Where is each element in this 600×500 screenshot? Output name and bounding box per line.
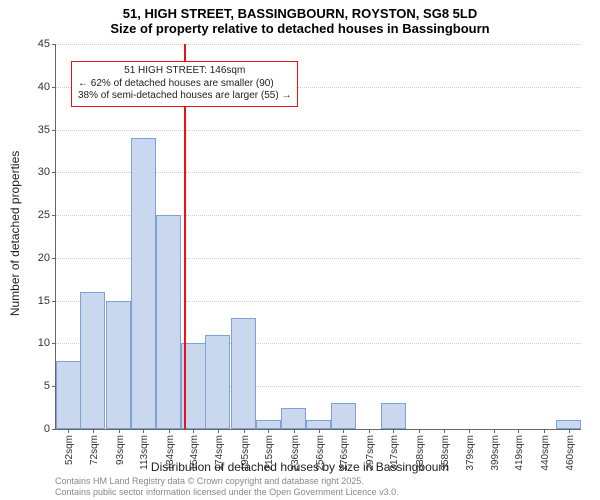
bar: [281, 408, 306, 429]
xtick-mark: [68, 429, 69, 433]
ytick-label: 0: [44, 423, 50, 435]
chart-title-sub: Size of property relative to detached ho…: [0, 21, 600, 36]
xtick-mark: [294, 429, 295, 433]
xtick-mark: [119, 429, 120, 433]
xtick-mark: [518, 429, 519, 433]
ytick-label: 15: [38, 295, 50, 307]
annotation-box: 51 HIGH STREET: 146sqm← 62% of detached …: [71, 61, 298, 107]
xtick-mark: [544, 429, 545, 433]
xtick-mark: [419, 429, 420, 433]
plot-area: 05101520253035404552sqm72sqm93sqm113sqm1…: [55, 44, 581, 430]
ytick-label: 5: [44, 380, 50, 392]
bar: [231, 318, 256, 429]
xtick-mark: [193, 429, 194, 433]
histogram-chart: 51, HIGH STREET, BASSINGBOURN, ROYSTON, …: [0, 0, 600, 500]
xtick-mark: [244, 429, 245, 433]
bar: [256, 420, 281, 429]
xtick-mark: [93, 429, 94, 433]
ytick-mark: [52, 215, 56, 216]
bar: [106, 301, 131, 429]
footer-line2: Contains public sector information licen…: [55, 487, 399, 498]
ytick-mark: [52, 87, 56, 88]
xtick-mark: [343, 429, 344, 433]
xtick-mark: [268, 429, 269, 433]
ytick-label: 30: [38, 166, 50, 178]
xtick-mark: [169, 429, 170, 433]
y-axis-title: Number of detached properties: [8, 151, 22, 316]
ytick-mark: [52, 44, 56, 45]
ytick-mark: [52, 258, 56, 259]
ytick-label: 40: [38, 81, 50, 93]
bar: [156, 215, 181, 429]
ytick-mark: [52, 343, 56, 344]
xtick-mark: [218, 429, 219, 433]
bar: [306, 420, 331, 429]
xtick-mark: [319, 429, 320, 433]
ytick-label: 20: [38, 252, 50, 264]
xtick-mark: [494, 429, 495, 433]
bar: [381, 403, 406, 429]
annotation-line3: 38% of semi-detached houses are larger (…: [78, 90, 291, 103]
bar: [80, 292, 105, 429]
bar: [331, 403, 356, 429]
x-axis-title: Distribution of detached houses by size …: [0, 460, 600, 474]
xtick-mark: [143, 429, 144, 433]
annotation-line2: ← 62% of detached houses are smaller (90…: [78, 78, 291, 91]
ytick-mark: [52, 429, 56, 430]
bar: [131, 138, 156, 429]
footer-line1: Contains HM Land Registry data © Crown c…: [55, 476, 399, 487]
ytick-label: 25: [38, 209, 50, 221]
bar: [556, 420, 581, 429]
gridline: [56, 130, 581, 131]
xtick-mark: [469, 429, 470, 433]
bar: [56, 361, 81, 429]
xtick-mark: [393, 429, 394, 433]
ytick-label: 10: [38, 337, 50, 349]
gridline: [56, 44, 581, 45]
bar: [205, 335, 230, 429]
xtick-mark: [369, 429, 370, 433]
chart-title-main: 51, HIGH STREET, BASSINGBOURN, ROYSTON, …: [0, 0, 600, 21]
xtick-mark: [569, 429, 570, 433]
footer-attribution: Contains HM Land Registry data © Crown c…: [55, 476, 399, 498]
annotation-line1: 51 HIGH STREET: 146sqm: [78, 65, 291, 78]
ytick-label: 45: [38, 38, 50, 50]
ytick-label: 35: [38, 124, 50, 136]
xtick-mark: [444, 429, 445, 433]
ytick-mark: [52, 130, 56, 131]
ytick-mark: [52, 172, 56, 173]
ytick-mark: [52, 301, 56, 302]
